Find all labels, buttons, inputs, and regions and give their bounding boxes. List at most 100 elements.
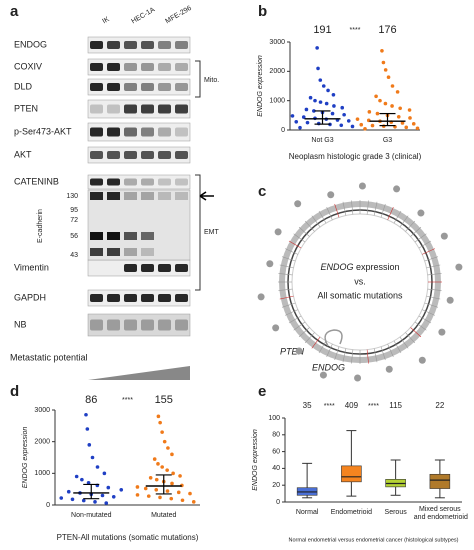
point: [390, 104, 394, 108]
point: [154, 488, 159, 492]
mw-label: 43: [70, 252, 78, 259]
significance: ****: [368, 403, 379, 410]
x-tick-label: G3: [383, 137, 392, 144]
row-label: Vimentin: [14, 262, 49, 272]
point: [381, 60, 386, 65]
point: [363, 127, 367, 131]
ring-dot: [327, 191, 335, 199]
count-label: 155: [155, 394, 173, 406]
band: [124, 192, 137, 200]
ring-dot: [385, 365, 393, 373]
ring-tick: [342, 201, 347, 216]
band: [107, 83, 120, 91]
point: [191, 500, 196, 504]
point: [383, 68, 388, 72]
ring-dot: [440, 232, 448, 240]
point: [180, 498, 185, 503]
point: [339, 123, 344, 128]
band: [175, 63, 188, 71]
ring-dot: [417, 209, 425, 217]
band: [124, 104, 137, 114]
point: [158, 495, 162, 500]
ring-tick: [288, 240, 302, 249]
center-text: vs.: [354, 276, 366, 286]
blot-frame: [87, 58, 191, 76]
bracket: [195, 60, 201, 98]
ring-tick: [281, 256, 296, 262]
band: [107, 248, 120, 256]
point: [318, 78, 323, 82]
point: [316, 66, 320, 71]
ring-tick: [318, 210, 327, 224]
y-tick-label: 0: [281, 127, 285, 134]
band: [90, 248, 103, 256]
ring-tick: [298, 226, 310, 237]
ring-tick: [342, 348, 347, 363]
blot-frame: [87, 189, 191, 261]
point: [90, 455, 95, 460]
band: [90, 83, 103, 91]
point: [84, 412, 88, 417]
row-label: AKT: [14, 149, 32, 159]
band: [158, 192, 171, 200]
point: [318, 100, 323, 104]
band: [124, 178, 137, 186]
y-tick-label: 0: [46, 502, 50, 509]
point: [308, 95, 313, 100]
point: [375, 111, 380, 116]
ring-dot: [358, 182, 366, 190]
point: [304, 107, 309, 112]
band: [158, 127, 171, 137]
ring-tick: [405, 220, 416, 232]
panel-label: c: [258, 183, 266, 200]
count-label: 115: [389, 401, 402, 410]
band: [124, 319, 137, 331]
ring-dot: [266, 260, 274, 268]
point: [70, 497, 75, 502]
mw-label: 56: [70, 233, 78, 240]
band: [141, 232, 154, 240]
ring-tick: [410, 327, 422, 338]
point: [85, 427, 90, 431]
ring-tick: [405, 332, 416, 344]
x-tick-label: Non-mutated: [71, 512, 112, 519]
point: [111, 494, 116, 499]
band: [141, 178, 154, 186]
bracket: [195, 174, 201, 291]
ring-tick: [278, 288, 293, 291]
band: [175, 83, 188, 91]
x-axis-label: Normal endometrial versus endometrial ca…: [289, 537, 459, 543]
band: [141, 104, 154, 114]
ring-tick: [298, 327, 310, 338]
gene-label: ENDOG: [312, 362, 345, 372]
ring-tick: [304, 332, 315, 344]
band: [124, 232, 137, 240]
point: [66, 489, 71, 494]
point: [411, 122, 416, 126]
band: [175, 192, 188, 200]
band: [175, 41, 188, 49]
point: [312, 109, 316, 113]
point: [80, 477, 84, 482]
band: [107, 192, 120, 200]
ring-tick: [373, 348, 378, 363]
point: [386, 75, 391, 79]
point: [156, 414, 161, 419]
point: [152, 457, 157, 461]
point: [340, 105, 345, 110]
point: [321, 84, 326, 88]
box: [429, 473, 451, 489]
ring-tick: [380, 203, 386, 218]
ring-tick: [278, 273, 293, 276]
band: [141, 151, 154, 159]
point: [146, 494, 151, 498]
y-tick-label: 80: [272, 432, 280, 439]
y-tick-label: 60: [272, 448, 280, 455]
panel-label: d: [10, 383, 19, 400]
ring-dot: [455, 263, 463, 271]
point: [86, 481, 91, 485]
ring-tick: [334, 203, 340, 218]
link: [324, 329, 343, 347]
point: [143, 486, 148, 491]
arrow: [199, 191, 214, 201]
